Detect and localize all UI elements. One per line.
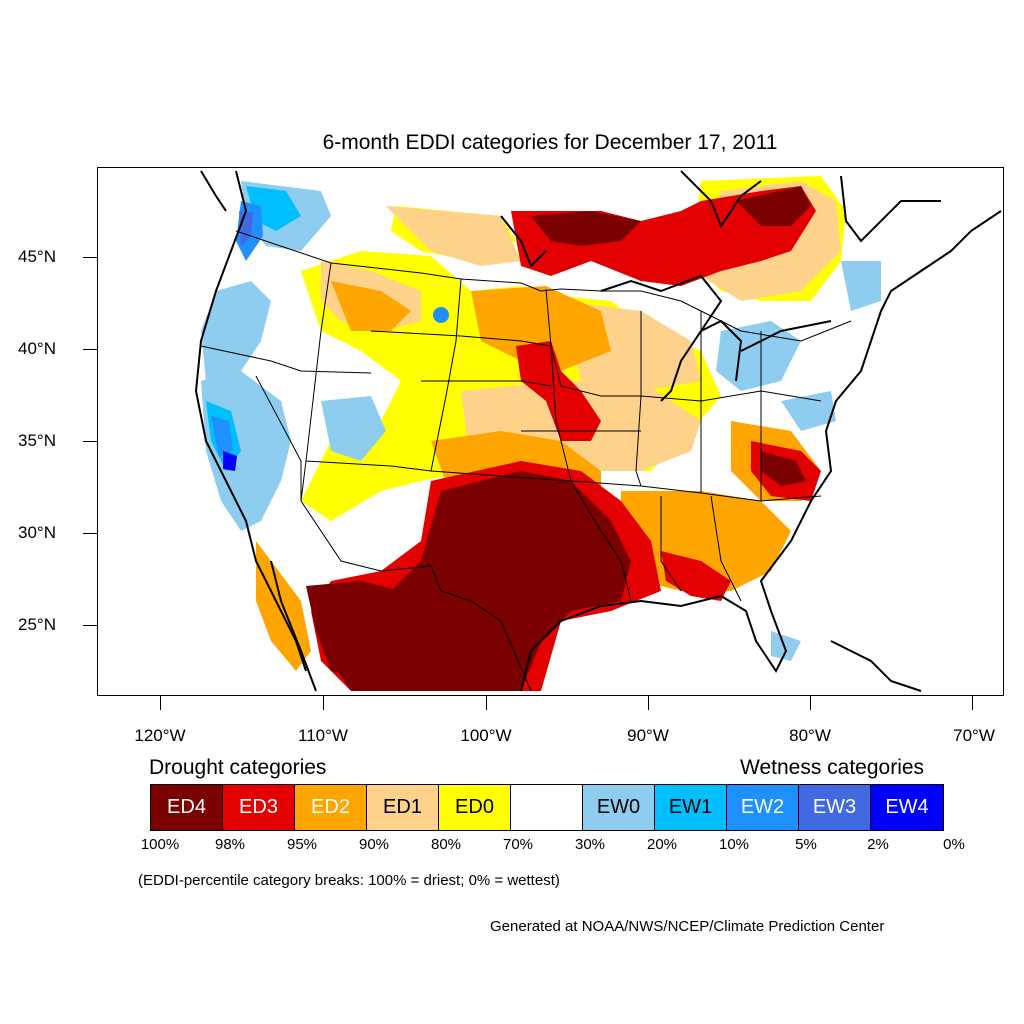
legend-ed0-label: ED0 xyxy=(455,796,494,818)
legend-ew2-label: EW2 xyxy=(740,796,785,818)
lat-label-30: 30°N xyxy=(18,523,56,542)
map-title: 6-month EDDI categories for December 17,… xyxy=(322,131,778,154)
lat-label-25: 25°N xyxy=(18,615,56,634)
pct-label: 90% xyxy=(358,836,390,853)
lon-tick-80 xyxy=(810,696,811,710)
lat-label-35: 35°N xyxy=(18,431,56,450)
legend-ew1-label: EW1 xyxy=(668,796,713,818)
pct-label: 20% xyxy=(646,836,678,853)
pct-label: 10% xyxy=(718,836,750,853)
category-legend: ED4 ED3 ED2 ED1 ED0 EW0 EW1 EW2 EW3 EW4 xyxy=(150,784,944,831)
legend-ew4: EW4 xyxy=(871,785,943,830)
legend-ew0-label: EW0 xyxy=(596,796,641,818)
lat-tick-45 xyxy=(83,257,97,258)
lon-tick-90 xyxy=(648,696,649,710)
eddi-map xyxy=(97,167,1004,696)
lon-label-120: 120°W xyxy=(134,726,186,745)
legend-ed0: ED0 xyxy=(439,785,511,830)
lon-label-70: 70°W xyxy=(953,726,995,745)
pct-label: 2% xyxy=(867,836,889,853)
legend-ew2: EW2 xyxy=(727,785,799,830)
legend-neutral xyxy=(511,785,583,830)
legend-ew0: EW0 xyxy=(583,785,655,830)
credit-line: Generated at NOAA/NWS/NCEP/Climate Predi… xyxy=(490,918,885,935)
legend-ed4: ED4 xyxy=(151,785,223,830)
pct-label: 98% xyxy=(214,836,246,853)
category-note: (EDDI-percentile category breaks: 100% =… xyxy=(138,872,560,889)
pct-label: 0% xyxy=(943,836,965,853)
legend-ed2: ED2 xyxy=(295,785,367,830)
lat-label-45: 45°N xyxy=(18,247,56,266)
pct-label: 80% xyxy=(430,836,462,853)
lon-tick-100 xyxy=(486,696,487,710)
legend-ed2-label: ED2 xyxy=(311,796,350,818)
map-canvas xyxy=(191,170,1002,692)
pct-label: 100% xyxy=(140,836,180,853)
pct-label: 70% xyxy=(502,836,534,853)
borders xyxy=(200,230,852,692)
legend-ed1-label: ED1 xyxy=(383,796,422,818)
legend-ed1: ED1 xyxy=(367,785,439,830)
lat-tick-30 xyxy=(83,533,97,534)
pct-label: 95% xyxy=(286,836,318,853)
pct-label: 30% xyxy=(574,836,606,853)
legend-ew1: EW1 xyxy=(655,785,727,830)
drought-heading: Drought categories xyxy=(149,756,327,779)
lon-label-110: 110°W xyxy=(298,726,348,745)
legend-ew4-label: EW4 xyxy=(885,796,929,818)
lon-label-80: 80°W xyxy=(789,726,831,745)
legend-ed3-label: ED3 xyxy=(239,796,278,818)
category-fills xyxy=(201,176,881,691)
lon-tick-110 xyxy=(323,696,324,710)
legend-ew3-label: EW3 xyxy=(812,796,857,818)
lat-tick-35 xyxy=(83,441,97,442)
legend-ed3: ED3 xyxy=(223,785,295,830)
legend-ew3: EW3 xyxy=(799,785,871,830)
coastline xyxy=(194,170,1002,692)
lon-tick-70 xyxy=(972,696,973,710)
legend-ed4-label: ED4 xyxy=(167,796,206,818)
lat-tick-25 xyxy=(83,625,97,626)
lon-label-100: 100°W xyxy=(460,726,512,745)
lat-tick-40 xyxy=(83,349,97,350)
pct-label: 5% xyxy=(795,836,817,853)
wetness-heading: Wetness categories xyxy=(740,756,925,779)
lat-label-40: 40°N xyxy=(18,339,56,358)
lon-tick-120 xyxy=(160,696,161,710)
lon-label-90: 90°W xyxy=(627,726,669,745)
